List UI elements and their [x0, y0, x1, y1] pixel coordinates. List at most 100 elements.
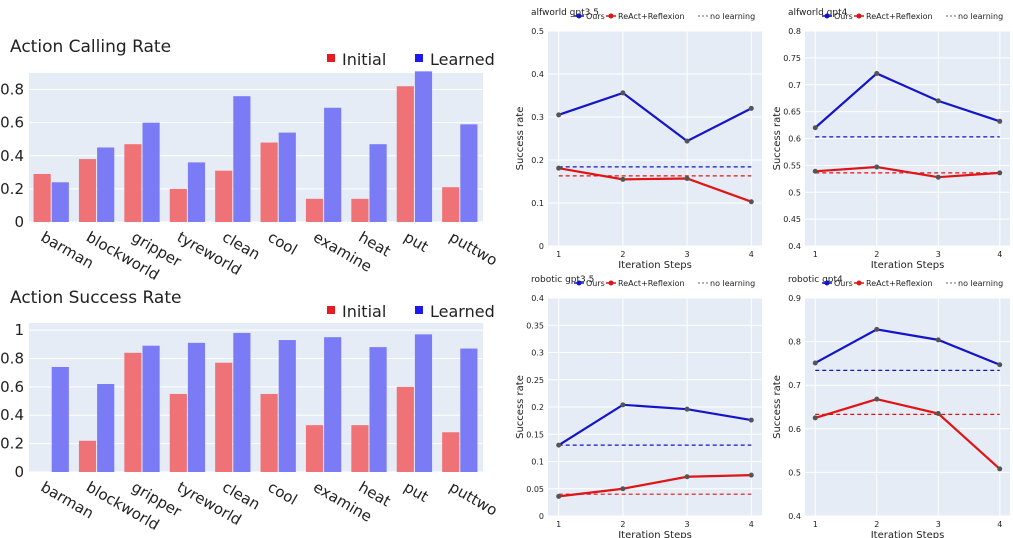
legend-label: no learning [710, 279, 755, 288]
data-point [997, 118, 1003, 124]
y-tick-label: 0.4 [788, 512, 801, 521]
legend-label: Learned [430, 50, 495, 69]
data-point [997, 466, 1003, 472]
y-tick-label: 0.8 [788, 27, 801, 36]
bar-learned [97, 147, 115, 222]
x-tick-label: puttwo [446, 478, 500, 520]
y-tick-label: 0.2 [0, 435, 24, 453]
legend-label: no learning [958, 279, 1003, 288]
data-point [556, 165, 562, 171]
x-tick-label: 4 [997, 250, 1002, 259]
series-line-react-reflexion [815, 165, 1000, 179]
y-tick-label: 0.6 [788, 425, 801, 434]
x-tick-label: put [401, 478, 432, 506]
data-point [935, 174, 941, 180]
series-line-react-reflexion [558, 474, 752, 498]
x-tick-label: 4 [997, 520, 1002, 529]
data-point [748, 417, 754, 423]
y-tick-label: 0.1 [531, 458, 544, 467]
data-point [874, 164, 880, 170]
bar-learned [233, 96, 251, 222]
y-tick-label: 0.6 [0, 378, 24, 396]
bar-initial [305, 425, 324, 472]
data-point [620, 176, 626, 182]
x-axis-label: Iteration Steps [618, 260, 692, 271]
legend-marker-dot [856, 280, 862, 286]
bar-learned [414, 71, 433, 222]
bar-initial [260, 393, 278, 472]
x-tick-label: 4 [749, 250, 754, 259]
series-line-react-reflexion [558, 167, 752, 203]
data-point [812, 360, 818, 366]
bar-initial [169, 393, 187, 472]
legend-label: Ours [586, 12, 605, 21]
legend-marker-dot [856, 13, 862, 19]
y-axis-label: Success rate [515, 107, 526, 171]
data-point [812, 168, 818, 174]
bar-initial [78, 159, 97, 222]
bar-learned [51, 366, 69, 472]
y-axis-label: Success rate [772, 375, 783, 439]
data-point [684, 175, 690, 181]
x-tick-label: 1 [556, 250, 561, 259]
x-tick-label: 1 [813, 250, 818, 259]
x-tick-label: put [401, 228, 432, 256]
data-point [812, 125, 818, 131]
y-tick-label: 0 [14, 213, 24, 231]
data-point [812, 415, 818, 421]
y-tick-label: 0.4 [0, 147, 24, 165]
data-point [935, 98, 941, 104]
x-tick-label: cool [265, 228, 301, 259]
legend-label: Initial [342, 302, 386, 321]
bar-learned [233, 332, 251, 472]
y-tick-label: 0.4 [788, 242, 801, 251]
data-point [874, 396, 880, 402]
line-chart-5: 0.4 0.5 0.6 0.7 0.8 0.9 1 2 3 4 robotic gpt4 Iterat… [772, 275, 1010, 538]
data-point [935, 411, 941, 417]
bar-initial [442, 187, 460, 222]
data-point [684, 474, 690, 480]
y-tick-label: 0.5 [788, 188, 801, 197]
legend-label: ReAct+Reflexion [866, 12, 933, 21]
y-tick-label: 0.7 [788, 81, 801, 90]
bar-initial [215, 170, 233, 222]
x-tick-label: 4 [749, 520, 754, 529]
x-tick-label: cool [265, 478, 301, 509]
x-axis-label: Iteration Steps [618, 530, 692, 538]
y-tick-label: 0.4 [531, 294, 544, 303]
series-line-ours [814, 328, 1001, 366]
y-axis-label: Success rate [515, 375, 526, 439]
series-line-react-reflexion [814, 398, 1001, 470]
legend-marker-learned [415, 306, 423, 314]
legend-marker-dot [824, 13, 830, 19]
y-tick-label: 0.6 [788, 135, 801, 144]
series-line-ours [558, 403, 752, 447]
chart-title: alfworld gpt4 [788, 8, 848, 18]
chart-title: Action Success Rate [10, 288, 181, 308]
bar-learned [324, 107, 342, 222]
bar-initial [260, 142, 278, 222]
y-tick-label: 0.65 [783, 108, 801, 117]
data-point [620, 402, 626, 408]
y-axis-label: Success rate [772, 107, 783, 171]
legend-marker-dot [824, 280, 830, 286]
y-tick-label: 0.4 [0, 406, 24, 424]
bar-initial [396, 386, 414, 472]
legend-label: Ours [586, 279, 605, 288]
x-tick-label: 1 [813, 520, 818, 529]
legend-label: Initial [342, 50, 386, 69]
legend-label: ReAct+Reflexion [618, 12, 685, 21]
legend-marker-dot [576, 13, 582, 19]
chart-title: robotic gpt3.5 [531, 275, 594, 285]
legend-marker-learned [415, 54, 423, 62]
y-tick-label: 0.2 [531, 403, 544, 412]
y-tick-label: 0.75 [783, 54, 801, 63]
y-tick-label: 0.2 [531, 156, 544, 165]
x-axis-label: Iteration Steps [871, 260, 945, 271]
y-tick-label: 0.25 [526, 376, 544, 385]
bar-learned [278, 340, 296, 472]
y-tick-label: 0.3 [531, 349, 544, 358]
bar-initial [305, 198, 324, 222]
bar-initial [169, 188, 187, 222]
